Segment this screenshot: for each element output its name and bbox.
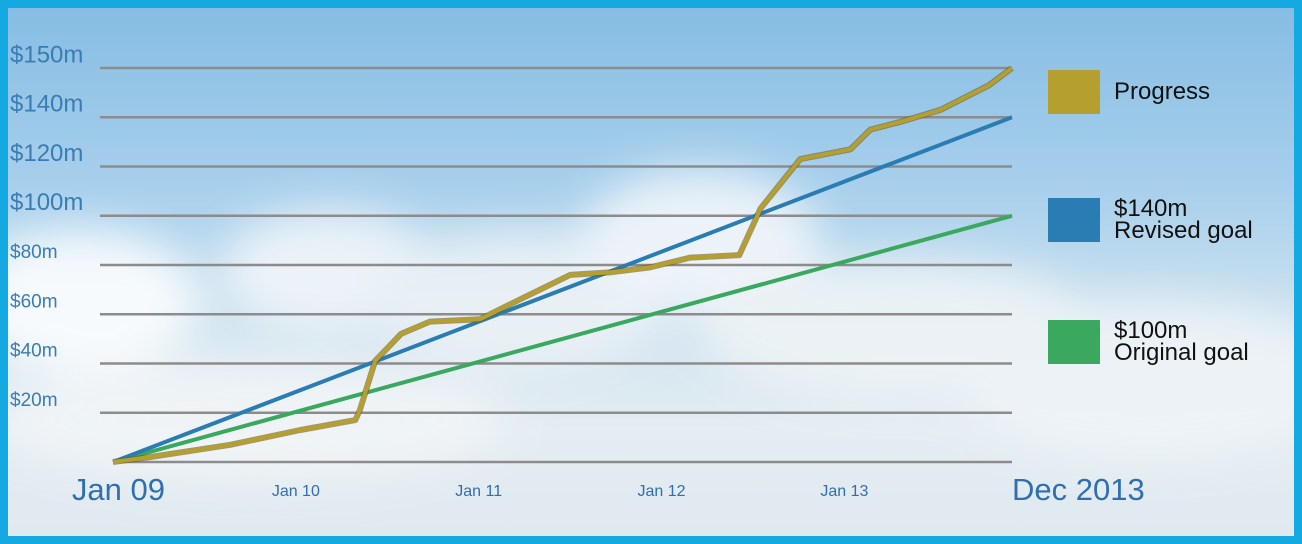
y-tick-label: $120m [10, 140, 83, 167]
chart-frame: $20m $40m $60m $80m $100m $120m $140m $150m Jan … [0, 0, 1302, 544]
y-tick-label: $80m [10, 242, 58, 263]
legend-label: $140m Revised goal [1114, 198, 1253, 242]
x-tick-label: Jan 11 [455, 483, 502, 500]
legend-swatch [1048, 70, 1100, 114]
legend-label: Progress [1114, 81, 1210, 103]
x-tick-label: Jan 10 [272, 483, 320, 500]
y-tick-label: $140m [10, 91, 83, 118]
legend-item: Progress [1048, 70, 1210, 114]
legend-item: $140m Revised goal [1048, 198, 1253, 242]
legend-item: $100m Original goal [1048, 320, 1249, 364]
y-tick-label: $100m [10, 189, 83, 216]
x-tick-label: Jan 12 [638, 483, 686, 500]
x-tick-label: Jan 13 [820, 483, 868, 500]
y-tick-label: $150m [10, 41, 83, 68]
x-tick-label: Jan 09 [72, 472, 165, 507]
x-tick-label: Dec 2013 [1012, 472, 1145, 507]
y-tick-label: $60m [10, 291, 58, 312]
y-tick-label: $20m [10, 390, 58, 411]
legend-swatch [1048, 320, 1100, 364]
y-tick-label: $40m [10, 341, 58, 362]
legend-swatch [1048, 198, 1100, 242]
legend-label: $100m Original goal [1114, 320, 1249, 364]
